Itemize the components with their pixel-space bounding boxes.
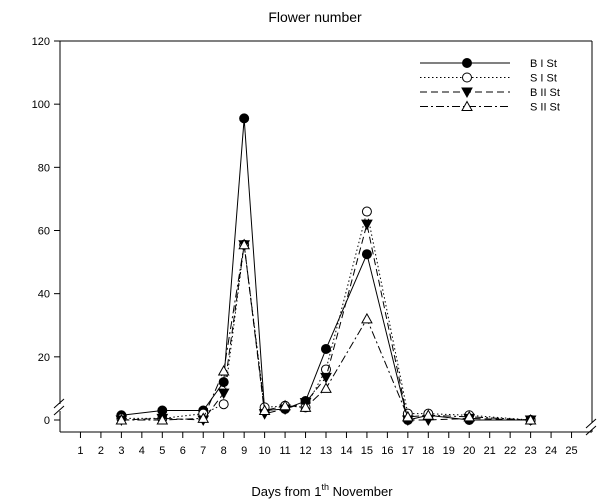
open-triangle-marker: [299, 401, 312, 412]
legend-label: S II St: [530, 102, 560, 114]
y-tick-label: 80: [38, 162, 50, 174]
legend-open-triangle-marker: [461, 100, 473, 111]
legend-entry: B I St: [420, 58, 557, 70]
open-triangle-marker: [156, 413, 169, 425]
legend-entry: S II St: [420, 100, 560, 114]
open-triangle-marker: [361, 312, 373, 324]
x-tick-label: 4: [139, 445, 145, 457]
filled-circle-marker: [321, 343, 331, 354]
x-tick-label: 11: [279, 445, 290, 457]
x-tick-label: 6: [180, 445, 186, 457]
x-axis-title-superscript: th: [321, 482, 329, 492]
x-tick-label: 1: [77, 445, 83, 457]
x-tick-label: 23: [524, 445, 536, 457]
x-axis-title-tail: November: [329, 484, 393, 499]
x-tick-label: 25: [565, 445, 577, 457]
x-tick-label: 17: [402, 445, 414, 457]
x-tick-label: 20: [463, 445, 475, 457]
y-axis-break-gap: [56, 404, 64, 411]
y-tick-label: 20: [38, 352, 50, 364]
chart-title: Flower number: [268, 9, 362, 25]
x-axis-title-main: Days from 1: [251, 484, 321, 499]
filled-triangle-marker: [361, 219, 373, 231]
legend-label: B I St: [530, 58, 557, 70]
x-tick-label: 19: [443, 445, 455, 457]
x-tick-label: 3: [118, 445, 124, 457]
open-triangle-marker: [401, 410, 414, 422]
series-4: [115, 238, 537, 425]
open-triangle-marker: [115, 413, 128, 425]
legend-filled-triangle-marker: [461, 87, 473, 99]
series-line: [121, 224, 531, 421]
open-triangle-marker: [238, 238, 251, 250]
legend-filled-circle-marker: [462, 58, 472, 68]
x-tick-label: 5: [159, 445, 165, 457]
series-layer: [115, 113, 537, 427]
x-tick-label: 14: [340, 445, 352, 457]
open-triangle-marker: [279, 399, 291, 411]
y-axis-break-mark: [53, 398, 65, 409]
legend-entry: B II St: [420, 87, 560, 99]
open-triangle-marker: [258, 404, 271, 416]
legend-label: S I St: [530, 73, 557, 85]
right-axis-break-mark: [585, 418, 597, 429]
y-axis-break-mark: [53, 405, 65, 416]
y-tick-label: 100: [32, 99, 50, 111]
x-tick-label: 2: [98, 445, 104, 457]
series-line: [121, 244, 531, 421]
x-tick-label: 13: [320, 445, 332, 457]
x-tick-label: 8: [221, 445, 227, 457]
open-triangle-marker: [197, 412, 210, 423]
x-tick-label: 18: [422, 445, 434, 457]
legend: B I St S I St B II St S II St: [420, 58, 560, 114]
x-tick-label: 10: [258, 445, 270, 457]
open-circle-marker: [361, 206, 372, 217]
x-tick-label: 16: [381, 445, 393, 457]
x-tick-label: 22: [504, 445, 516, 457]
x-tick-label: 15: [361, 445, 373, 457]
y-tick-label: 0: [44, 415, 50, 427]
x-axis-title: Days from 1th November: [251, 482, 393, 499]
x-tick-label: 9: [241, 445, 247, 457]
series-3: [115, 219, 537, 427]
x-tick-label: 24: [545, 445, 557, 457]
open-triangle-marker: [422, 409, 435, 420]
legend-entry: S I St: [420, 72, 557, 85]
open-triangle-marker: [217, 365, 230, 376]
filled-circle-marker: [239, 113, 250, 124]
x-tick-label: 7: [200, 445, 206, 457]
open-triangle-marker: [463, 410, 476, 422]
right-axis-break-mark: [585, 425, 597, 436]
x-tick-label: 12: [299, 445, 311, 457]
legend-label: B II St: [530, 87, 560, 99]
y-tick-label: 60: [38, 226, 50, 238]
open-circle-marker: [218, 399, 229, 410]
right-axis-break-gap: [588, 423, 596, 430]
open-triangle-marker: [320, 382, 332, 393]
legend-open-circle-marker: [462, 72, 472, 83]
y-tick-label: 40: [38, 289, 50, 301]
filled-circle-marker: [361, 249, 372, 260]
filled-triangle-marker: [217, 388, 230, 400]
open-triangle-marker: [524, 413, 537, 425]
x-tick-label: 21: [484, 445, 496, 457]
filled-triangle-marker: [320, 372, 332, 384]
y-tick-label: 120: [32, 36, 50, 48]
